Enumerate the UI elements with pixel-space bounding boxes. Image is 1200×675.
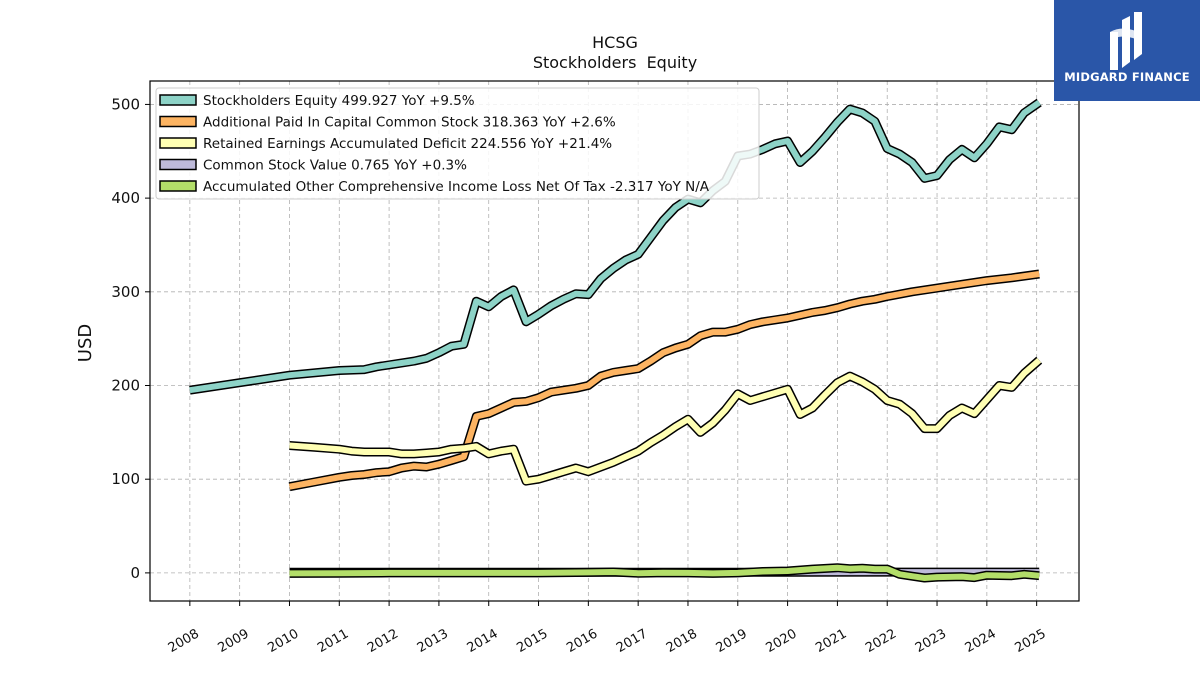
legend-item: Retained Earnings Accumulated Deficit 22… [159,136,612,152]
legend-label: Stockholders Equity 499.927 YoY +9.5% [203,93,475,109]
x-tick-label: 2021 [813,626,849,656]
series-1 [189,98,1042,395]
midgard-logo-icon [1110,12,1142,70]
x-tick-label: 2012 [365,626,401,656]
x-tick-label: 2017 [614,626,650,656]
x-tick-label: 2025 [1012,626,1048,656]
x-tick-label: 2024 [963,626,999,656]
brand-logo: MIDGARD FINANCE [1054,0,1200,101]
y-tick-label: 200 [111,377,140,395]
x-tick-label: 2023 [913,626,949,656]
legend: Stockholders Equity 499.927 YoY +9.5% Add… [155,87,760,200]
x-tick-label: 2016 [564,626,600,656]
y-axis-label: USD [75,324,96,362]
legend-item: Common Stock Value 0.765 YoY +0.3% [159,158,467,174]
x-tick-label: 2011 [315,626,351,656]
x-tick-label: 2009 [216,626,252,656]
y-tick-label: 400 [111,189,140,207]
x-tick-label: 2014 [465,626,501,656]
legend-label: Common Stock Value 0.765 YoY +0.3% [203,158,467,174]
legend-item: Stockholders Equity 499.927 YoY +9.5% [159,93,475,109]
plot-lines [189,98,1043,583]
chart-title: HCSG [592,33,638,52]
x-tick-label: 2013 [415,626,451,656]
series-line [289,564,1040,581]
x-tick-label: 2022 [863,626,899,656]
x-tick-label: 2008 [166,626,202,656]
plot-frame [149,80,1080,602]
legend-swatch [159,94,197,106]
series-line [288,271,1040,490]
x-tick-label: 2010 [265,626,301,656]
x-tick-label: 2019 [714,626,750,656]
legend-swatch [159,137,197,149]
legend-box [155,87,760,200]
legend-swatch [159,180,197,192]
legend-swatch [159,158,197,171]
x-tick-label: 2018 [664,626,700,656]
series-2 [288,269,1040,492]
y-tick-label: 300 [111,283,140,301]
y-tick-label: 100 [111,470,140,488]
chart-subtitle: Stockholders Equity [533,53,697,72]
legend-label: Additional Paid In Capital Common Stock … [203,115,616,131]
legend-label: Accumulated Other Comprehensive Income L… [203,179,710,195]
series-line-outline [289,356,1043,486]
series-3 [289,356,1043,486]
y-tick-label: 0 [130,564,140,582]
y-tick-label: 500 [111,95,140,113]
brand-name: MIDGARD FINANCE [1064,70,1190,84]
y-axis: 0 100 200 300 400 500 [111,95,150,582]
series-5 [289,563,1040,583]
legend-item: Additional Paid In Capital Common Stock … [159,115,616,131]
x-tick-label: 2015 [514,626,550,656]
x-tick-label: 2020 [763,626,799,656]
legend-label: Retained Earnings Accumulated Deficit 22… [203,136,612,152]
series-line [189,100,1041,394]
x-axis: 2008 2009 2010 2011 2012 2013 2014 2015 2016 2017… [166,601,1049,656]
series-line [289,357,1042,485]
legend-item: Accumulated Other Comprehensive Income L… [159,179,710,195]
legend-swatch [159,115,197,128]
